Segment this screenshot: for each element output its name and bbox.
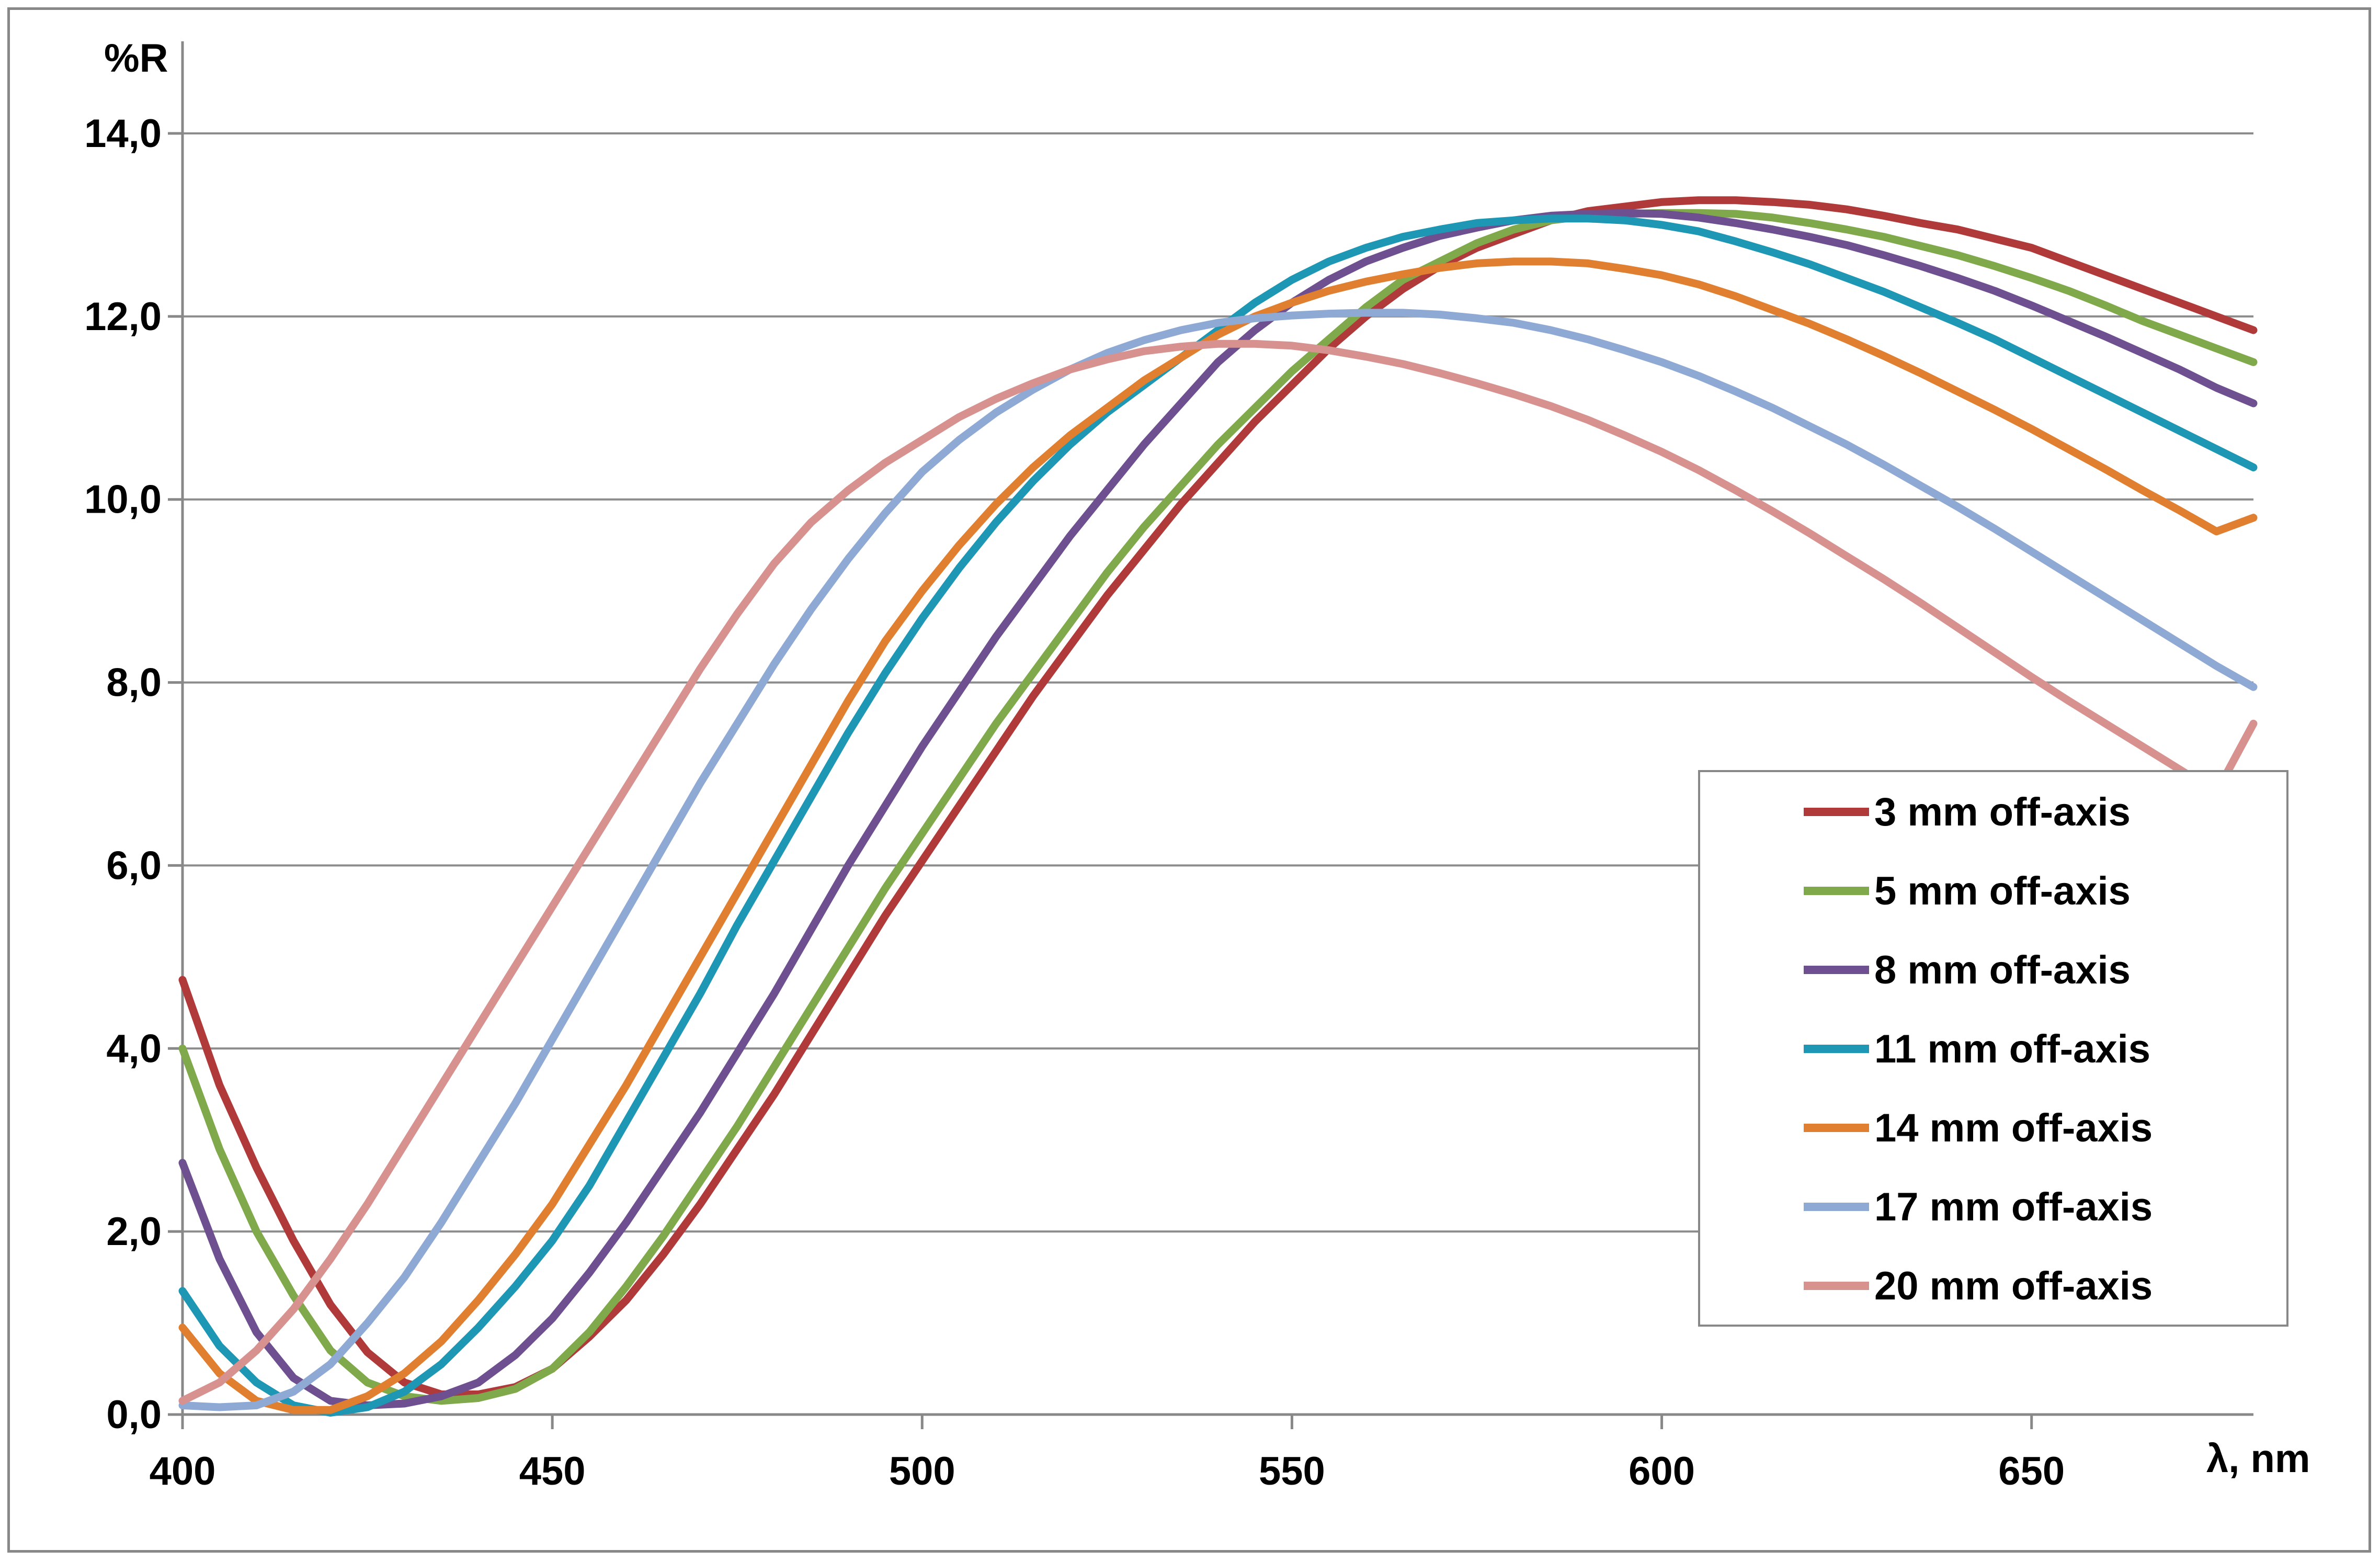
gridlines [183,132,2253,1233]
series-lines [178,196,2258,1417]
y-tick-label: 4,0 [106,1026,162,1071]
series-line [178,214,2258,1417]
series-line [178,257,2258,1414]
x-tick-label: 550 [1259,1449,1325,1494]
series-line [178,309,2258,1411]
chart-frame: 0,0 2,0 4,0 6,0 8,0 10,0 12,0 14,0 400 450 500 550… [7,7,2371,1553]
legend-label: 20 mm off-axis [1874,1264,2153,1308]
x-tick-label: 450 [519,1449,586,1494]
axes [181,41,2253,1416]
x-tick-label: 400 [150,1449,216,1494]
legend-box [1698,770,2288,1327]
y-tick-label: 10,0 [84,478,162,522]
y-tick-label: 8,0 [106,661,162,705]
y-tick-labels: 0,0 2,0 4,0 6,0 8,0 10,0 12,0 14,0 [84,111,183,1437]
series-line [178,340,2258,1405]
legend-label: 3 mm off-axis [1874,790,2131,834]
legend-label: 5 mm off-axis [1874,869,2131,913]
x-axis-label: λ, nm [2206,1436,2310,1481]
series-line [178,209,2258,1405]
y-axis-label: %R [104,36,168,81]
legend-label: 14 mm off-axis [1874,1106,2153,1150]
legend-label: 11 mm off-axis [1874,1027,2150,1071]
x-tick-label: 650 [1998,1449,2065,1494]
legend-label: 8 mm off-axis [1874,948,2131,992]
x-tick-label: 600 [1629,1449,1695,1494]
chart-svg: 0,0 2,0 4,0 6,0 8,0 10,0 12,0 14,0 400 450 500 550… [84,36,2310,1494]
y-tick-label: 0,0 [106,1393,162,1437]
legend: 3 mm off-axis 5 mm off-axis 8 mm off-axis 1… [1698,770,2288,1327]
series-line [178,209,2258,1409]
y-tick-label: 14,0 [84,111,162,156]
legend-label: 17 mm off-axis [1874,1185,2153,1229]
legend-items: 3 mm off-axis 5 mm off-axis 8 mm off-axis 1… [1804,790,2153,1308]
y-tick-label: 6,0 [106,843,162,888]
x-tick-labels: 400 450 500 550 600 650 [150,1415,2065,1494]
x-tick-label: 500 [889,1449,955,1494]
y-tick-label: 12,0 [84,295,162,339]
y-tick-label: 2,0 [106,1209,162,1254]
